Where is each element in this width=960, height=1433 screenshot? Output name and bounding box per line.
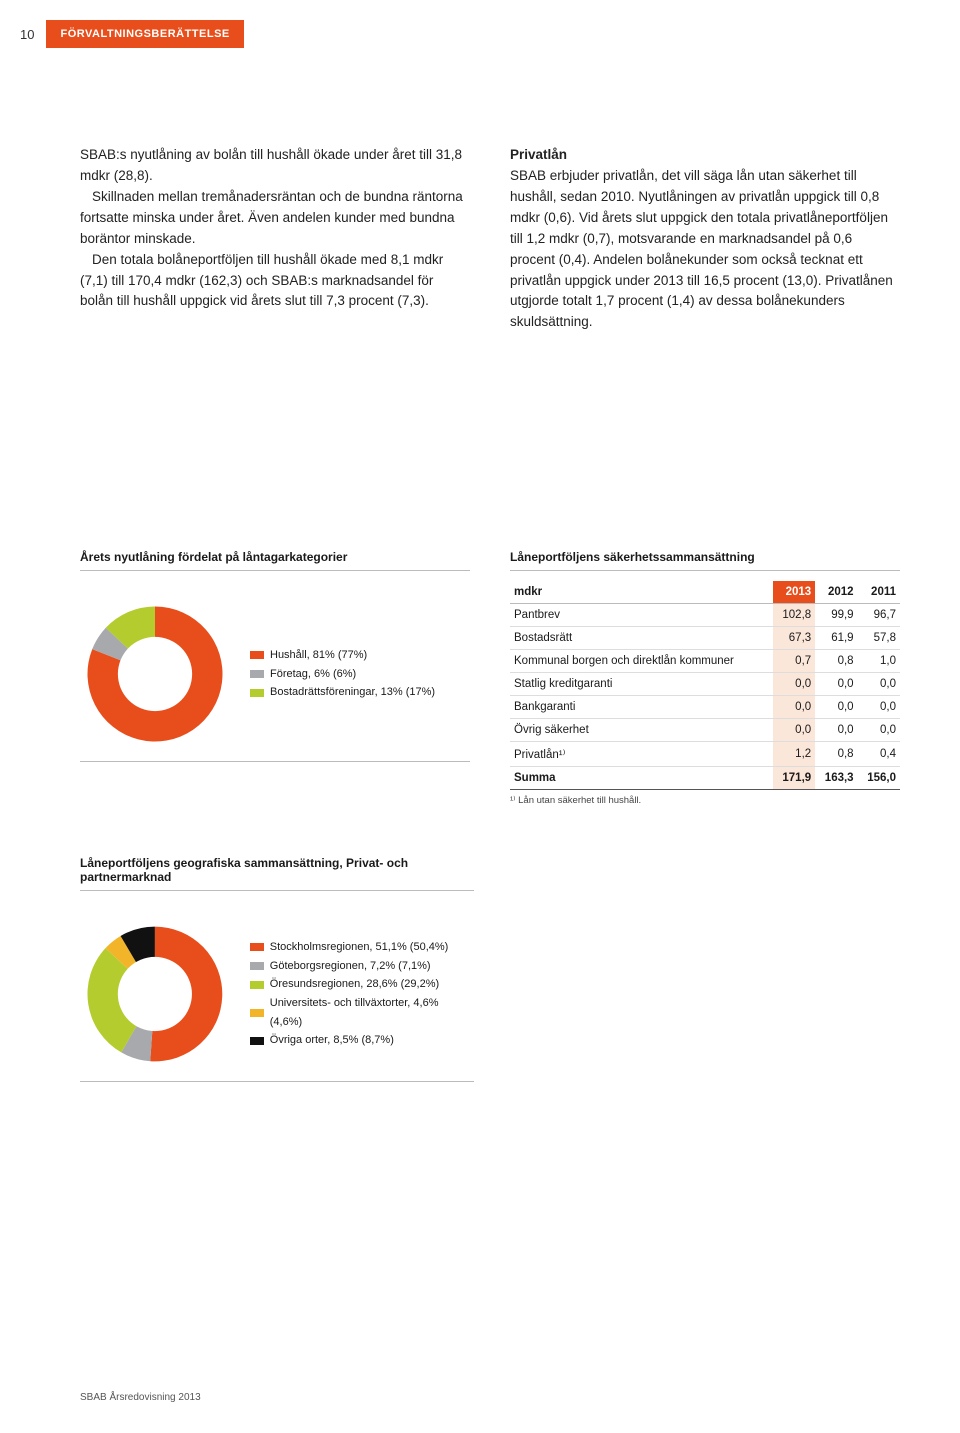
body-paragraph: SBAB:s nyutlåning av bolån till hushåll … (80, 145, 470, 187)
table-summary-row: Summa171,9163,3156,0 (510, 767, 900, 790)
table-row: Övrig säkerhet0,00,00,0 (510, 719, 900, 742)
legend-item: Universitets- och tillväxtorter, 4,6% (4… (250, 994, 474, 1031)
legend-item: Företag, 6% (6%) (250, 665, 435, 684)
legend-swatch (250, 689, 264, 697)
table-cell: 61,9 (815, 627, 857, 650)
legend-swatch (250, 943, 264, 951)
legend-label: Göteborgsregionen, 7,2% (7,1%) (270, 957, 431, 976)
table-cell: 0,0 (773, 719, 815, 742)
security-composition-table: Låneportföljens säkerhetssammansättning … (510, 550, 900, 806)
table-cell: 1,0 (858, 650, 900, 673)
legend-swatch (250, 1009, 264, 1017)
table-row: Kommunal borgen och direktlån kommuner0,… (510, 650, 900, 673)
legend-label: Universitets- och tillväxtorter, 4,6% (4… (270, 994, 474, 1031)
table-cell: 0,0 (858, 673, 900, 696)
body-columns: SBAB:s nyutlåning av bolån till hushåll … (80, 145, 900, 333)
table-cell: 0,4 (858, 742, 900, 767)
table-header-cell: 2012 (815, 581, 857, 604)
table-cell: Bankgaranti (510, 696, 773, 719)
donut-chart-icon (80, 599, 230, 749)
left-column: SBAB:s nyutlåning av bolån till hushåll … (80, 145, 470, 333)
table-row: Statlig kreditgaranti0,00,00,0 (510, 673, 900, 696)
legend-label: Öresundsregionen, 28,6% (29,2%) (270, 975, 439, 994)
legend-label: Stockholmsregionen, 51,1% (50,4%) (270, 938, 449, 957)
table-cell: 171,9 (773, 767, 815, 790)
legend-label: Hushåll, 81% (77%) (270, 646, 367, 665)
body-paragraph: Den totala bolåneportföljen till hushåll… (80, 250, 470, 313)
table-title: Låneportföljens säkerhetssammansättning (510, 550, 900, 571)
table-row: Privatlån¹⁾1,20,80,4 (510, 742, 900, 767)
legend-item: Hushåll, 81% (77%) (250, 646, 435, 665)
chart-legend: Hushåll, 81% (77%)Företag, 6% (6%)Bostad… (250, 646, 435, 702)
page-footer: SBAB Årsredovisning 2013 (80, 1392, 201, 1403)
table-cell: 0,8 (815, 742, 857, 767)
legend-label: Övriga orter, 8,5% (8,7%) (270, 1031, 394, 1050)
table-cell: 102,8 (773, 604, 815, 627)
chart-lending-categories: Årets nyutlåning fördelat på låntagarkat… (80, 550, 470, 806)
table-row: Pantbrev102,899,996,7 (510, 604, 900, 627)
body-paragraph: SBAB erbjuder privatlån, det vill säga l… (510, 166, 900, 333)
table-cell: 0,0 (815, 719, 857, 742)
table-header-cell: 2011 (858, 581, 900, 604)
table-cell: 0,0 (858, 719, 900, 742)
table-cell: 163,3 (815, 767, 857, 790)
table-cell: 0,0 (815, 673, 857, 696)
table-cell: Privatlån¹⁾ (510, 742, 773, 767)
legend-swatch (250, 1037, 264, 1045)
legend-label: Bostadrättsföreningar, 13% (17%) (270, 683, 435, 702)
legend-item: Öresundsregionen, 28,6% (29,2%) (250, 975, 474, 994)
legend-label: Företag, 6% (6%) (270, 665, 356, 684)
data-table: mdkr201320122011Pantbrev102,899,996,7Bos… (510, 581, 900, 790)
chart-geographic-composition: Låneportföljens geografiska sammansättni… (80, 856, 474, 1082)
table-cell: 0,0 (815, 696, 857, 719)
legend-item: Bostadrättsföreningar, 13% (17%) (250, 683, 435, 702)
chart-legend: Stockholmsregionen, 51,1% (50,4%)Götebor… (250, 938, 474, 1050)
table-cell: Kommunal borgen och direktlån kommuner (510, 650, 773, 673)
table-row: Bostadsrätt67,361,957,8 (510, 627, 900, 650)
donut-with-legend: Stockholmsregionen, 51,1% (50,4%)Götebor… (80, 901, 474, 1082)
section-tab: FÖRVALTNINGSBERÄTTELSE (46, 20, 243, 48)
legend-item: Stockholmsregionen, 51,1% (50,4%) (250, 938, 474, 957)
table-header-cell: 2013 (773, 581, 815, 604)
chart-title: Låneportföljens geografiska sammansättni… (80, 856, 474, 891)
legend-swatch (250, 651, 264, 659)
legend-item: Göteborgsregionen, 7,2% (7,1%) (250, 957, 474, 976)
table-cell: 67,3 (773, 627, 815, 650)
table-cell: 0,0 (773, 696, 815, 719)
donut-chart-icon (80, 919, 230, 1069)
subheading: Privatlån (510, 145, 900, 166)
table-cell: Övrig säkerhet (510, 719, 773, 742)
table-cell: 0,0 (858, 696, 900, 719)
chart-row: Låneportföljens geografiska sammansättni… (80, 856, 900, 1082)
chart-row: Årets nyutlåning fördelat på låntagarkat… (80, 550, 900, 806)
legend-swatch (250, 962, 264, 970)
chart-title: Årets nyutlåning fördelat på låntagarkat… (80, 550, 470, 571)
page-header: 10 FÖRVALTNINGSBERÄTTELSE (0, 20, 244, 48)
donut-with-legend: Hushåll, 81% (77%)Företag, 6% (6%)Bostad… (80, 581, 470, 762)
charts-section: Årets nyutlåning fördelat på låntagarkat… (80, 550, 900, 1082)
legend-swatch (250, 670, 264, 678)
table-cell: 0,8 (815, 650, 857, 673)
legend-item: Övriga orter, 8,5% (8,7%) (250, 1031, 474, 1050)
body-paragraph: Skillnaden mellan tremånadersräntan och … (80, 187, 470, 250)
table-cell: 0,7 (773, 650, 815, 673)
table-cell: 57,8 (858, 627, 900, 650)
table-cell: 156,0 (858, 767, 900, 790)
table-cell: Pantbrev (510, 604, 773, 627)
table-cell: Bostadsrätt (510, 627, 773, 650)
table-cell: 99,9 (815, 604, 857, 627)
table-cell: 0,0 (773, 673, 815, 696)
table-cell: 96,7 (858, 604, 900, 627)
legend-swatch (250, 981, 264, 989)
table-header-cell: mdkr (510, 581, 773, 604)
table-cell: 1,2 (773, 742, 815, 767)
table-footnote: ¹⁾ Lån utan säkerhet till hushåll. (510, 795, 900, 806)
table-cell: Summa (510, 767, 773, 790)
page-number: 10 (20, 27, 34, 42)
table-cell: Statlig kreditgaranti (510, 673, 773, 696)
right-column: Privatlån SBAB erbjuder privatlån, det v… (510, 145, 900, 333)
table-row: Bankgaranti0,00,00,0 (510, 696, 900, 719)
